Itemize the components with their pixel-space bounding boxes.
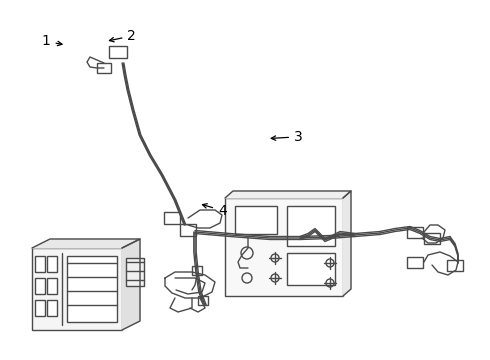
Text: 3: 3 — [271, 130, 303, 144]
Bar — [287, 253, 335, 285]
Bar — [192, 266, 202, 274]
Polygon shape — [343, 191, 351, 296]
Bar — [407, 226, 423, 238]
Text: 4: 4 — [202, 204, 227, 217]
Bar — [180, 224, 196, 236]
Polygon shape — [32, 239, 140, 248]
Bar — [447, 260, 463, 270]
Bar — [198, 296, 208, 305]
Bar — [424, 233, 440, 243]
Bar — [109, 46, 127, 58]
Bar — [35, 256, 45, 272]
Text: 1: 1 — [42, 35, 62, 48]
Bar — [67, 256, 117, 322]
Bar — [407, 256, 423, 267]
Polygon shape — [122, 239, 140, 330]
Bar — [235, 206, 277, 234]
Bar — [35, 278, 45, 294]
Bar — [243, 230, 253, 238]
Bar — [287, 206, 335, 246]
Bar — [97, 63, 111, 73]
Text: 2: 2 — [109, 29, 136, 43]
Bar — [164, 212, 180, 224]
Polygon shape — [225, 191, 351, 198]
Bar — [47, 256, 57, 272]
Bar — [225, 198, 343, 296]
Bar — [32, 248, 122, 330]
Bar — [47, 300, 57, 316]
Bar — [126, 258, 144, 286]
Bar — [35, 300, 45, 316]
Bar — [47, 278, 57, 294]
